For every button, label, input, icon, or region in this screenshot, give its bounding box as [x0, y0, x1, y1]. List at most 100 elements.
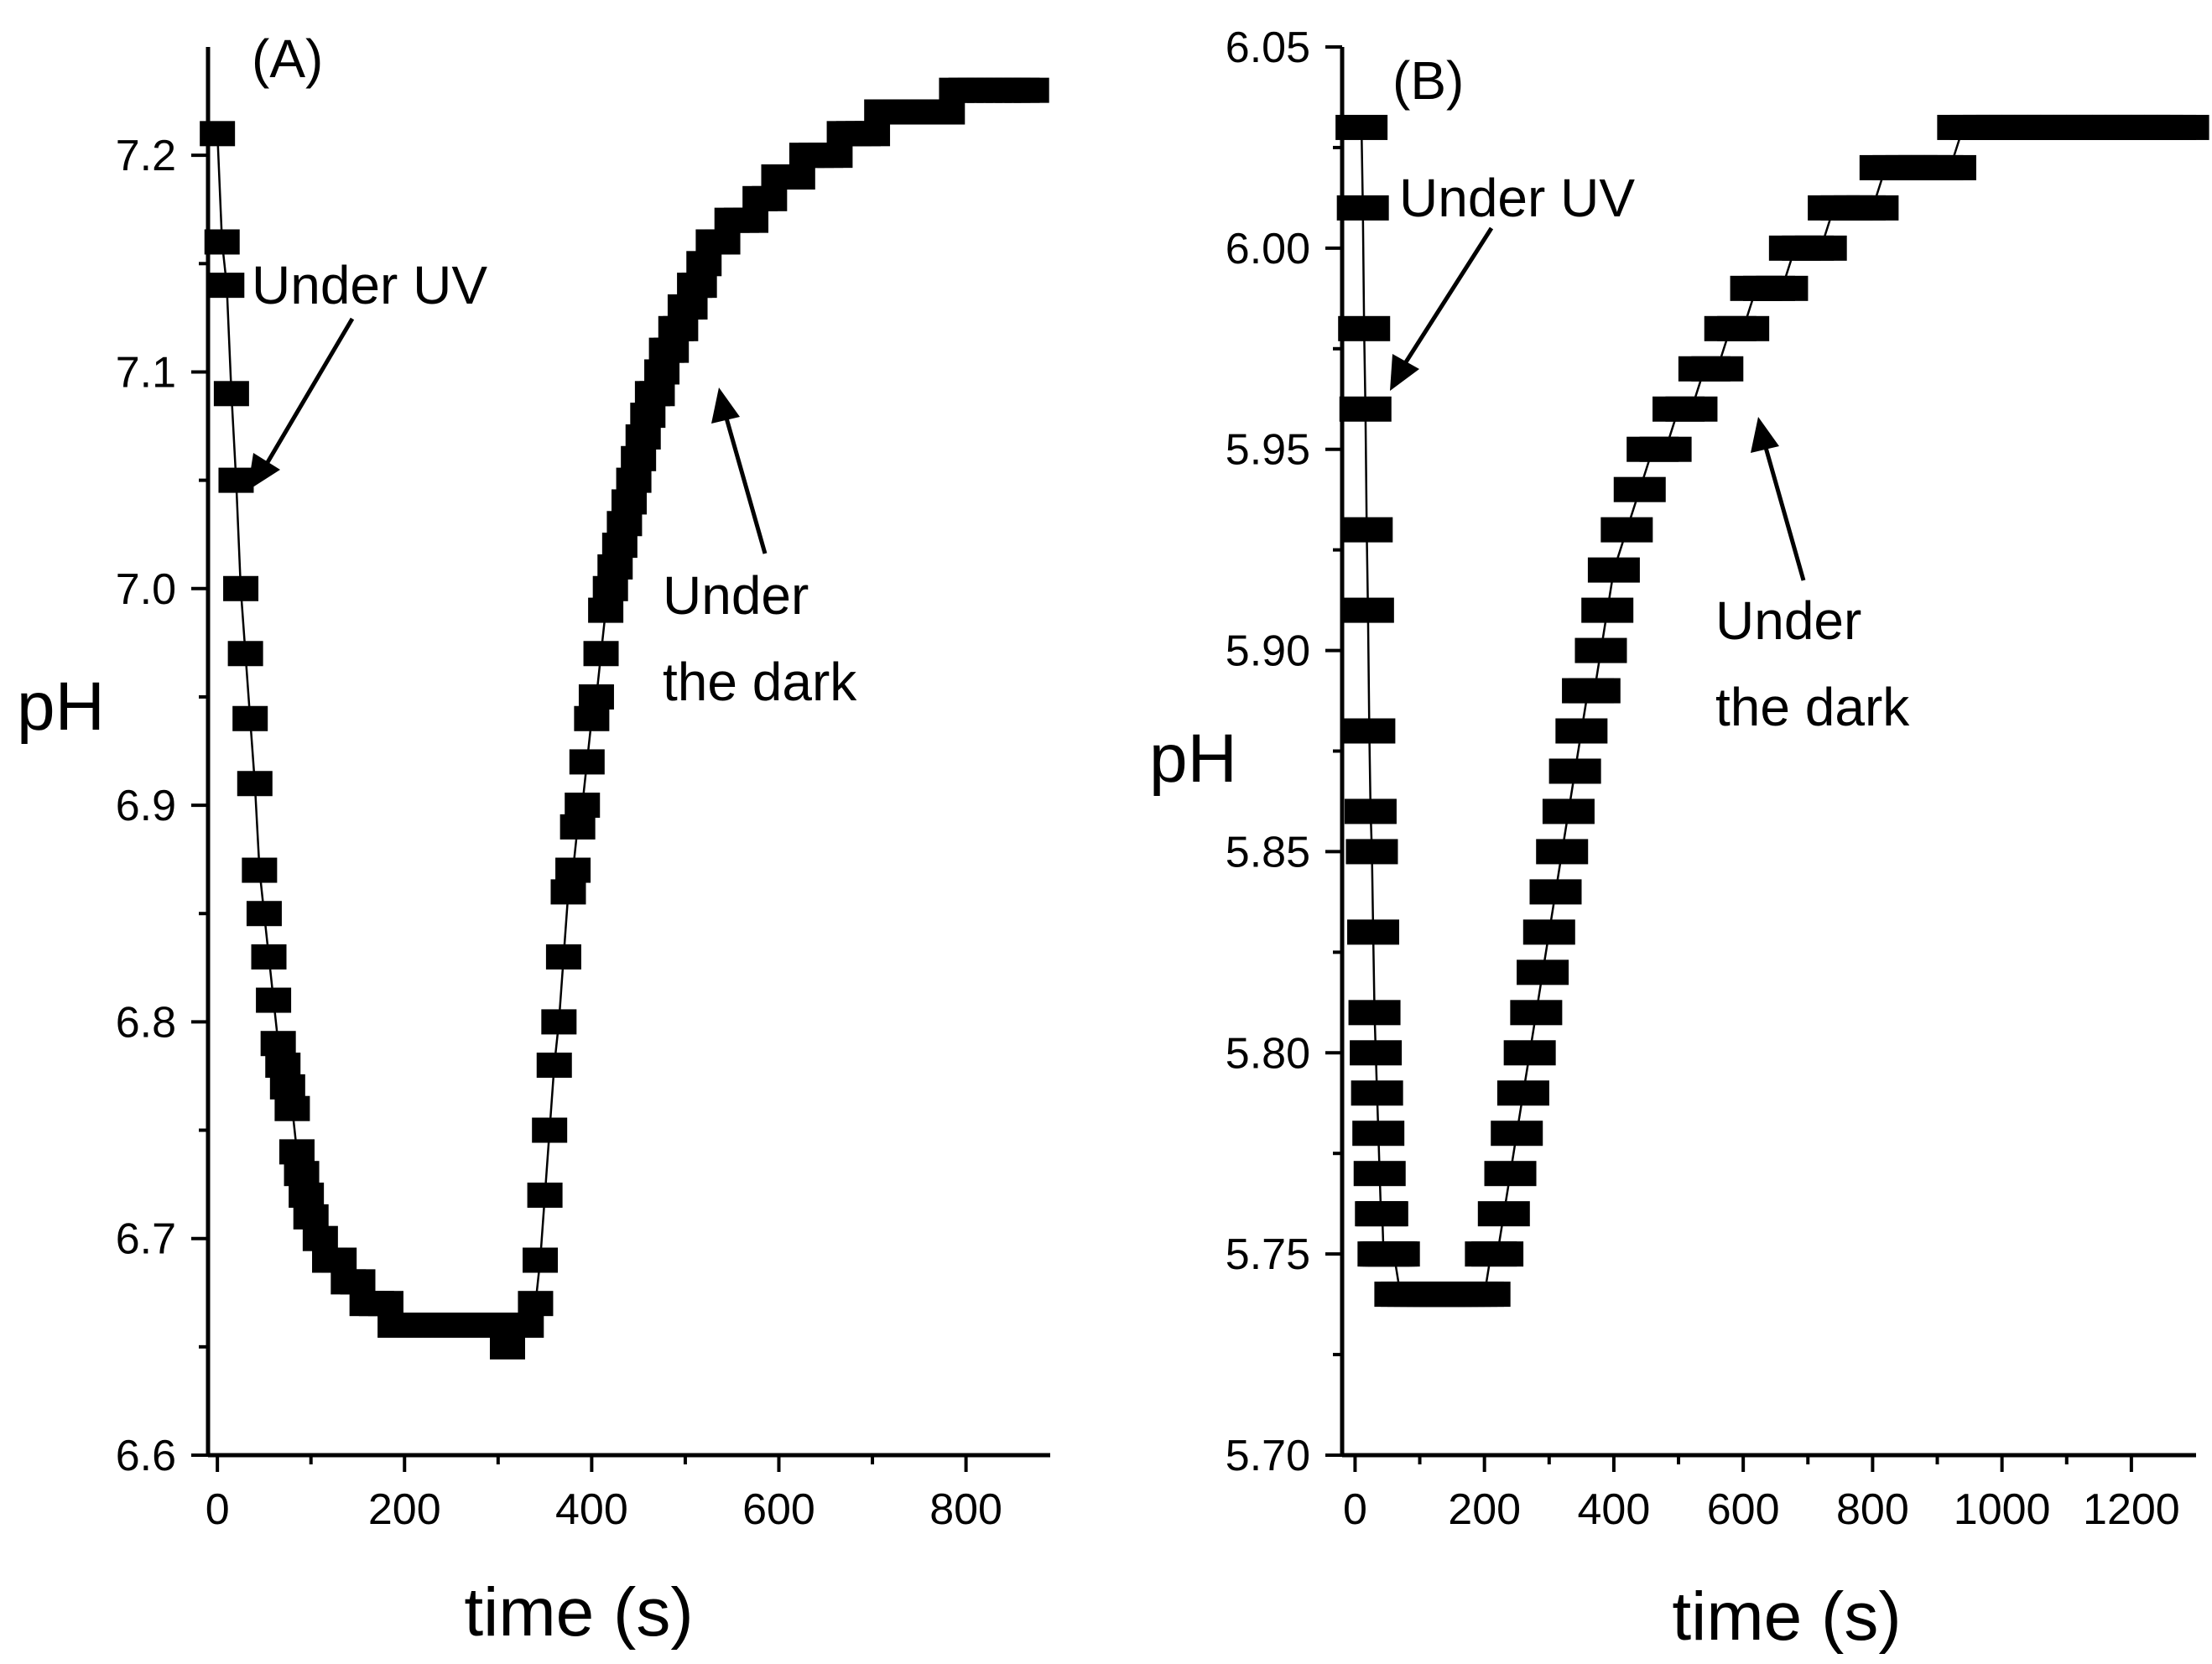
- data-point: [621, 445, 657, 471]
- data-point: [1477, 1201, 1530, 1227]
- x-tick-label: 200: [1448, 1485, 1521, 1534]
- y-tick-label: 5.75: [1226, 1230, 1310, 1279]
- panel-b: 5.70 5.75 5.80 5.85 5.90 5.95 6.00 6.05 0 200 400 6…: [1149, 23, 2209, 1655]
- data-point: [1517, 959, 1569, 985]
- data-point: [1568, 678, 1621, 704]
- data-point: [625, 424, 661, 450]
- data-point: [1351, 1080, 1403, 1106]
- data-point: [1548, 758, 1601, 784]
- panel-a-annotation-uv: Under UV: [252, 255, 487, 315]
- data-point: [489, 1334, 525, 1360]
- data-point: [227, 641, 263, 667]
- data-point: [653, 337, 690, 363]
- data-point: [616, 467, 652, 493]
- data-point: [532, 1117, 568, 1143]
- data-point: [242, 857, 278, 883]
- data-point: [1846, 195, 1899, 221]
- panel-b-arrow-uv-head: [1390, 354, 1419, 391]
- data-point: [1665, 396, 1718, 422]
- panel-a-arrow-uv-line: [262, 317, 355, 470]
- panel-b-annotation-dark-2: the dark: [1715, 677, 1910, 737]
- y-tick-label: 6.7: [116, 1215, 176, 1264]
- data-point: [1639, 436, 1692, 462]
- panel-a-ticks: 6.6 6.7 6.8 6.9 7.0 7.1 7.2 0 200 400 600 800: [116, 132, 1002, 1534]
- data-point: [1013, 77, 1049, 103]
- data-point: [752, 185, 788, 211]
- data-point: [1574, 637, 1627, 663]
- data-point: [1347, 919, 1400, 945]
- x-tick-label: 800: [929, 1485, 1002, 1534]
- data-point: [1348, 1000, 1401, 1026]
- data-point: [302, 1225, 338, 1251]
- x-tick-label: 600: [1707, 1485, 1780, 1534]
- data-point: [1341, 597, 1394, 623]
- data-point: [560, 814, 596, 840]
- data-point: [1458, 1282, 1511, 1308]
- data-point: [1350, 1040, 1403, 1066]
- data-point: [246, 901, 282, 927]
- panel-a-marks: [200, 77, 1049, 1360]
- data-point: [565, 793, 601, 819]
- panel-b-y-title: pH: [1149, 720, 1237, 797]
- data-point: [597, 554, 633, 580]
- data-point: [1756, 275, 1809, 301]
- data-point: [1352, 1121, 1405, 1147]
- data-point: [284, 1161, 320, 1187]
- x-tick-label: 1000: [1954, 1485, 2051, 1534]
- data-point: [1484, 1161, 1537, 1187]
- data-point: [555, 857, 591, 883]
- data-point: [237, 771, 273, 797]
- data-point: [1491, 1121, 1543, 1147]
- data-point: [1471, 1241, 1524, 1267]
- data-point: [672, 294, 708, 320]
- data-point: [630, 403, 666, 429]
- data-point: [1581, 597, 1634, 623]
- y-tick-label: 6.05: [1226, 23, 1310, 72]
- data-point: [574, 705, 610, 731]
- data-point: [1923, 154, 1976, 180]
- data-point: [1587, 557, 1640, 583]
- data-point: [518, 1291, 554, 1317]
- data-point: [1613, 476, 1666, 502]
- panel-b-label: (B): [1392, 50, 1464, 111]
- data-point: [269, 1074, 305, 1100]
- data-point: [340, 1269, 376, 1295]
- data-point: [1339, 396, 1392, 422]
- panel-a-arrow-dark-line: [723, 414, 768, 554]
- data-point: [578, 684, 614, 710]
- panel-a-label: (A): [252, 29, 323, 89]
- data-point: [1336, 195, 1389, 221]
- y-tick-label: 6.00: [1226, 225, 1310, 273]
- data-point: [1600, 517, 1653, 543]
- data-point: [705, 229, 741, 255]
- x-tick-label: 0: [206, 1485, 230, 1534]
- data-point: [293, 1204, 329, 1230]
- y-tick-label: 7.1: [116, 348, 176, 397]
- panel-b-arrow-uv-line: [1400, 226, 1494, 369]
- panel-a: 6.6 6.7 6.8 6.9 7.0 7.1 7.2 0 200 400 600 800 (A) p…: [17, 29, 1050, 1651]
- data-point: [1356, 1201, 1408, 1227]
- data-point: [1345, 839, 1398, 865]
- data-point: [536, 1053, 572, 1079]
- data-point: [1555, 718, 1608, 744]
- y-tick-label: 7.2: [116, 132, 176, 180]
- data-point: [817, 143, 853, 169]
- data-point: [223, 575, 259, 601]
- data-point: [929, 99, 965, 125]
- data-point: [588, 597, 624, 623]
- data-point: [256, 987, 292, 1013]
- data-point: [733, 207, 769, 233]
- data-point: [260, 1031, 296, 1057]
- data-point: [1691, 356, 1744, 382]
- data-point: [1794, 235, 1847, 261]
- panel-b-arrow-dark-head: [1751, 417, 1779, 453]
- panel-a-arrow-dark-head: [711, 387, 740, 424]
- y-tick-label: 5.95: [1226, 426, 1310, 475]
- data-point: [232, 705, 268, 731]
- y-tick-label: 5.85: [1226, 828, 1310, 876]
- x-tick-label: 200: [368, 1485, 441, 1534]
- data-point: [545, 944, 581, 970]
- panel-a-annotation-dark-1: Under: [663, 565, 809, 626]
- data-point: [569, 749, 605, 775]
